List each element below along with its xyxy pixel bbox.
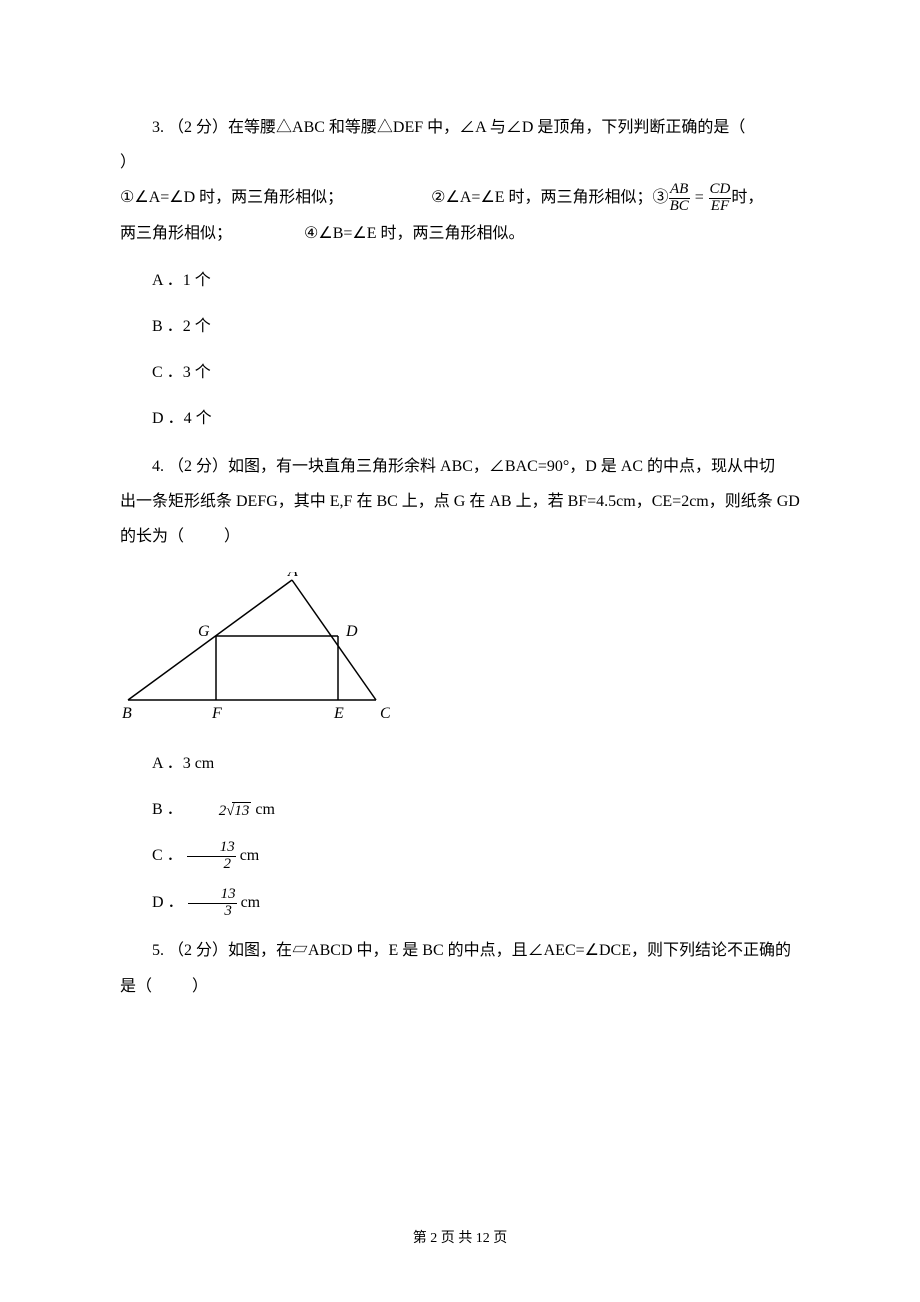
q4-stem-line1: 4. （2 分）如图，有一块直角三角形余料 ABC，∠BAC=90°，D 是 A… [120, 449, 800, 484]
q3-frac2-nu: CD [709, 182, 732, 199]
q4-stem-line2: 出一条矩形纸条 DEFG，其中 E,F 在 BC 上，点 G 在 AB 上，若 … [120, 484, 800, 519]
label-a: A ． [152, 755, 183, 772]
label-d: D ． [152, 894, 184, 911]
q3-l3a: 两三角形相似； [120, 225, 232, 242]
q3-opt-b-text: 2 个 [183, 318, 211, 335]
q3-frac1-nu: AB [669, 182, 690, 199]
q5-l2b: ） [192, 978, 208, 995]
svg-text:A: A [287, 572, 298, 580]
q4-diagram: A B C G D F E [120, 572, 800, 734]
q3-cond3-tail: 时， [731, 189, 763, 206]
q3-stem-line1: 3. （2 分）在等腰△ABC 和等腰△DEF 中，∠A 与∠D 是顶角，下列判… [120, 110, 800, 180]
label-d: D ． [152, 410, 184, 427]
q4-optd-de: 3 [188, 904, 237, 920]
q5-l1a: 如图，在 [228, 942, 292, 959]
q4-l3a: 的长为（ [120, 528, 184, 545]
q4-optd-frac: 133 [188, 887, 237, 920]
q3-cond1: ①∠A=∠D 时，两三角形相似； [120, 189, 343, 206]
q5-l1b: ABCD 中，E 是 BC 的中点，且∠AEC=∠DCE，则下列结论不正确的 [308, 942, 791, 959]
q3-number: 3. [152, 119, 164, 136]
q4-optc-unit: cm [236, 847, 260, 864]
q4-optc-frac: 132 [187, 840, 236, 873]
q3-stem-line2: ①∠A=∠D 时，两三角形相似； ②∠A=∠E 时，两三角形相似；③ABBC =… [120, 180, 800, 215]
q3-l3b: ④∠B=∠E 时，两三角形相似。 [304, 225, 525, 242]
q5-stem-line1: 5. （2 分）如图，在▱ABCD 中，E 是 BC 的中点，且∠AEC=∠DC… [120, 933, 800, 968]
label-a: A ． [152, 272, 183, 289]
svg-text:C: C [380, 705, 390, 722]
svg-text:F: F [211, 705, 222, 722]
q4-optb-math: 2√13 [187, 796, 252, 826]
q4-l3b: ） [224, 528, 240, 545]
q4-opt-d: D ． 133 cm [120, 887, 800, 920]
q5-number: 5. [152, 942, 164, 959]
q3-opt-a: A ．1 个 [120, 265, 800, 297]
q4-opt-c: C ． 132 cm [120, 840, 800, 873]
q3-frac1: ABBC [669, 182, 690, 215]
svg-text:D: D [345, 623, 358, 640]
q3-opt-b: B ．2 个 [120, 311, 800, 343]
q3-opt-a-text: 1 个 [183, 272, 211, 289]
q4-number: 4. [152, 458, 164, 475]
svg-text:E: E [333, 705, 344, 722]
q3-stem-a: 在等腰△ABC 和等腰△DEF 中，∠A 与∠D 是顶角，下列判断正确的是（ [228, 119, 745, 136]
q3-opt-c: C ．3 个 [120, 357, 800, 389]
q3-opt-c-text: 3 个 [183, 364, 211, 381]
parallelogram-symbol: ▱ [292, 942, 308, 959]
q4-points: （2 分） [168, 458, 228, 475]
svg-text:B: B [122, 705, 132, 722]
label-b: B ． [152, 318, 183, 335]
label-b: B ． [152, 801, 183, 818]
q4-optc-de: 2 [187, 857, 236, 873]
label-c: C ． [152, 847, 183, 864]
q3-frac2-de: EF [709, 199, 732, 215]
q4-optb-coef: 2 [219, 803, 227, 819]
q4-stem-line3: 的长为（ ） [120, 519, 800, 554]
q3-points: （2 分） [168, 119, 228, 136]
footer-text: 第 2 页 共 12 页 [413, 1231, 508, 1246]
q4-opt-b: B ． 2√13 cm [120, 794, 800, 826]
q3-eq: = [690, 189, 709, 206]
q4-l2: 出一条矩形纸条 DEFG，其中 E,F 在 BC 上，点 G 在 AB 上，若 … [120, 493, 800, 510]
q4-optb-unit: cm [251, 801, 275, 818]
svg-text:G: G [198, 623, 210, 640]
q4-optd-nu: 13 [188, 887, 237, 904]
q4-opt-a: A ．3 cm [120, 748, 800, 780]
q5-points: （2 分） [168, 942, 228, 959]
page-footer: 第 2 页 共 12 页 [0, 1227, 920, 1247]
q3-opt-d: D ．4 个 [120, 403, 800, 435]
q3-stem-line3: 两三角形相似； ④∠B=∠E 时，两三角形相似。 [120, 216, 800, 251]
label-c: C ． [152, 364, 183, 381]
q4-optb-rad: 13 [232, 802, 251, 819]
q4-l1: 如图，有一块直角三角形余料 ABC，∠BAC=90°，D 是 AC 的中点，现从… [228, 458, 775, 475]
q3-stem-b: ） [120, 154, 136, 171]
q5-l2a: 是（ [120, 978, 152, 995]
page-body: 3. （2 分）在等腰△ABC 和等腰△DEF 中，∠A 与∠D 是顶角，下列判… [0, 0, 920, 1044]
q4-options: A ．3 cm B ． 2√13 cm C ． 132 cm D ． 133 c… [120, 748, 800, 919]
q4-optc-nu: 13 [187, 840, 236, 857]
q5-stem-line2: 是（ ） [120, 969, 800, 1004]
q3-options: A ．1 个 B ．2 个 C ．3 个 D ．4 个 [120, 265, 800, 435]
q4-optd-unit: cm [237, 894, 261, 911]
q3-frac1-de: BC [669, 199, 690, 215]
triangle-diagram: A B C G D F E [120, 572, 390, 722]
q3-cond2: ②∠A=∠E 时，两三角形相似；③ [431, 189, 668, 206]
q3-frac2: CDEF [709, 182, 732, 215]
q3-opt-d-text: 4 个 [184, 410, 212, 427]
q4-opt-a-text: 3 cm [183, 755, 215, 772]
